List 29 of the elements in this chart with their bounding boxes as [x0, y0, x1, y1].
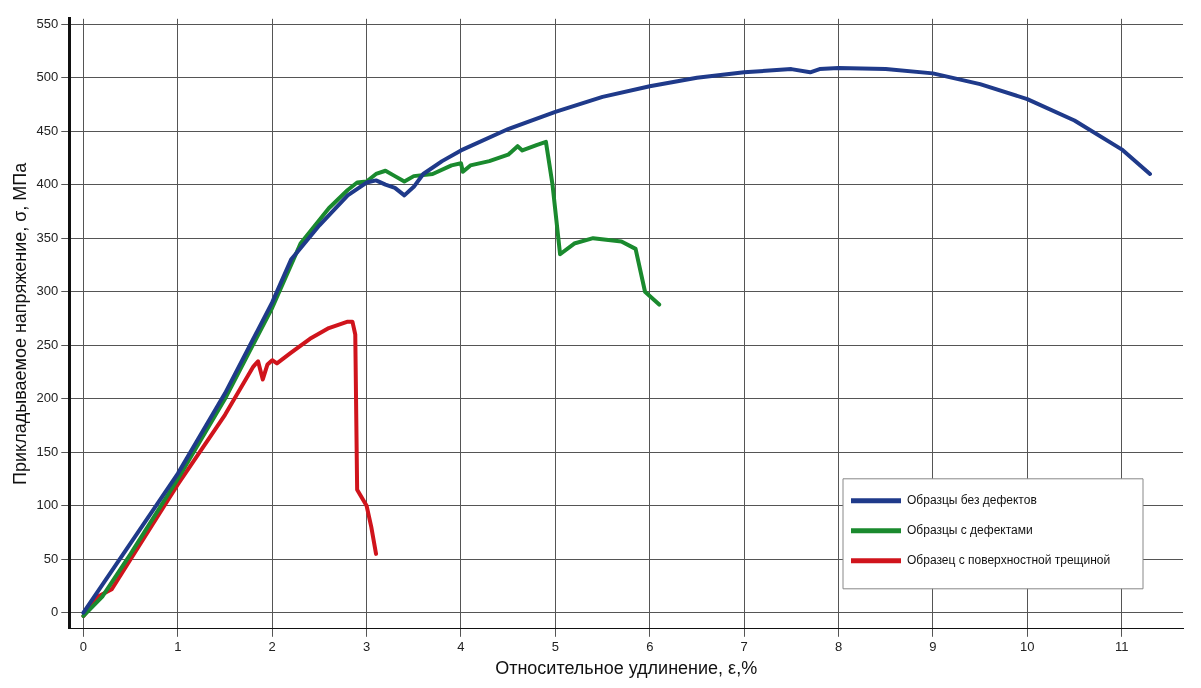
x-tick-label: 4	[457, 639, 465, 655]
x-tick-label: 2	[268, 639, 276, 655]
y-tick-label: 200	[36, 390, 59, 406]
x-tick-label: 7	[740, 639, 748, 655]
x-tick-label: 6	[646, 639, 654, 655]
legend-label: Образец с поверхностной трещиной	[907, 553, 1111, 568]
x-tick-label: 10	[1020, 639, 1035, 655]
y-tick-label: 400	[36, 176, 59, 192]
x-tick-label: 11	[1114, 639, 1129, 655]
y-tick-label: 50	[43, 550, 59, 566]
y-tick-label: 150	[36, 443, 59, 459]
y-tick-label: 450	[36, 122, 59, 138]
y-tick-label: 550	[36, 15, 59, 31]
x-tick-label: 0	[79, 639, 88, 655]
y-tick-label: 500	[36, 69, 59, 85]
legend-label: Образцы с дефектами	[907, 523, 1033, 538]
x-tick-label: 9	[929, 639, 937, 655]
y-tick-label: 300	[36, 283, 59, 299]
y-tick-label: 0	[51, 604, 59, 620]
legend-label: Образцы без дефектов	[907, 493, 1037, 508]
y-tick-label: 250	[36, 336, 59, 352]
x-tick-label: 5	[551, 639, 559, 655]
x-tick-label: 1	[174, 639, 182, 655]
y-tick-label: 350	[36, 229, 59, 245]
x-axis-title: Относительное удлинение, ε,%	[495, 658, 758, 679]
x-tick-label: 8	[834, 639, 843, 655]
x-tick-label: 3	[362, 639, 371, 655]
y-axis-title: Прикладываемое напряжение, σ, МПа	[9, 161, 30, 485]
y-tick-label: 100	[36, 497, 59, 513]
